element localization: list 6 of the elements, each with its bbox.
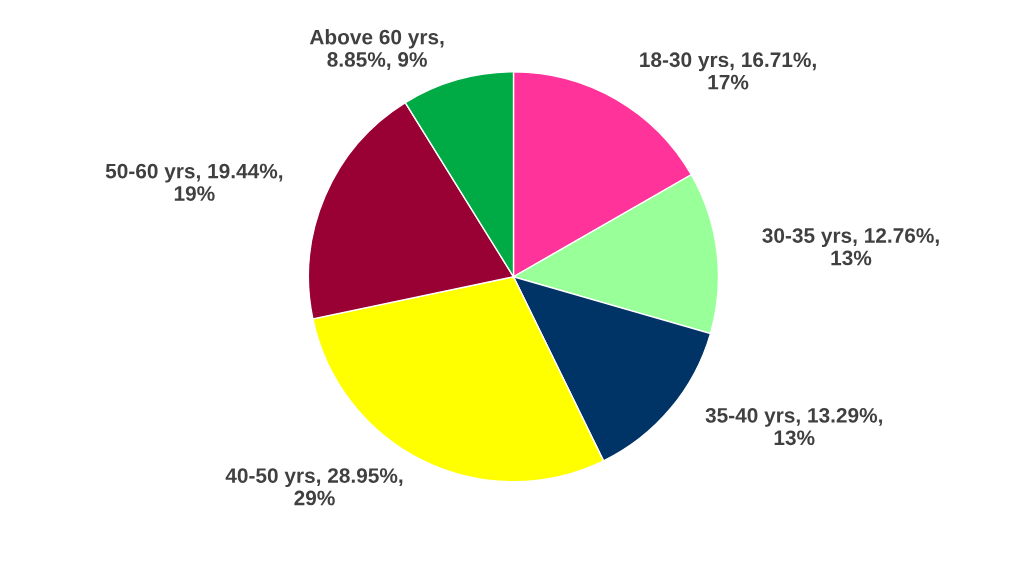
slice-label: Above 60 yrs, 8.85%, 9%	[309, 29, 444, 70]
slice-label: 18-30 yrs, 16.71%, 17%	[640, 52, 816, 90]
slice-label: 30-35 yrs, 12.76%, 13%	[762, 228, 939, 266]
slice-label: 50-60 yrs, 19.44%, 19%	[105, 163, 283, 201]
slice-label: 35-40 yrs, 13.29%, 13%	[705, 407, 883, 446]
slice-label: 40-50 yrs, 28.95%, 29%	[225, 468, 403, 506]
